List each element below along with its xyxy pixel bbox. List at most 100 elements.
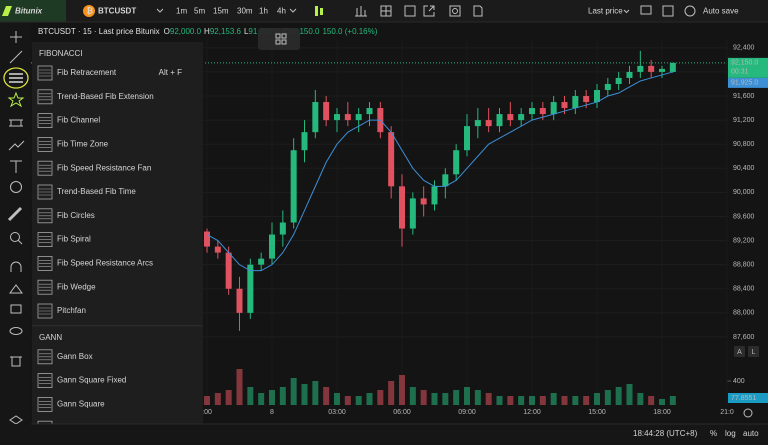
- scale-button-label[interactable]: A: [737, 349, 742, 356]
- menu-item-label[interactable]: Fib Wedge: [57, 282, 96, 291]
- interval[interactable]: 5m: [194, 7, 205, 16]
- volume-bar: [388, 381, 395, 405]
- x-tick-label: 03:00: [328, 409, 346, 416]
- candle-body: [453, 150, 460, 175]
- autosave[interactable]: Auto save: [703, 7, 739, 16]
- cloud-icon[interactable]: [684, 5, 696, 17]
- menu-item-label[interactable]: Gann Box: [57, 352, 93, 361]
- candle-body: [442, 174, 449, 187]
- line-tool[interactable]: [9, 50, 23, 64]
- brand-box: [0, 0, 66, 22]
- indicators-icon[interactable]: [355, 6, 367, 17]
- volume-bar: [334, 393, 340, 405]
- menu-item-icon-lines: [39, 212, 51, 220]
- interval[interactable]: 1m: [176, 7, 187, 16]
- volume-bar: [258, 393, 265, 405]
- pattern-tool[interactable]: [7, 91, 25, 108]
- zoom-tool[interactable]: [10, 232, 20, 242]
- candle-body: [409, 198, 416, 229]
- lock-tool[interactable]: [10, 304, 22, 314]
- y-tick-label: 90,400: [733, 165, 755, 172]
- symbol-dropdown[interactable]: [156, 8, 164, 13]
- delete-tool[interactable]: [10, 356, 22, 367]
- emoji-tool[interactable]: [10, 181, 22, 193]
- crosshair-tool[interactable]: [10, 31, 22, 43]
- scale-button[interactable]: [748, 346, 759, 357]
- volume-bar: [431, 393, 438, 405]
- menu-item-label[interactable]: Fib Retracement: [57, 68, 117, 77]
- menu-item-label[interactable]: Pitchfan: [57, 306, 86, 315]
- candle-body: [214, 246, 221, 253]
- candle-body: [247, 264, 254, 313]
- volume-bar: [442, 393, 449, 405]
- percent-toggle[interactable]: %: [710, 429, 717, 438]
- symbol[interactable]: BTCUSDT: [98, 7, 136, 16]
- menu-item-icon: [37, 89, 53, 105]
- menu-item-label[interactable]: Fib Speed Resistance Fan: [57, 163, 151, 172]
- log-toggle[interactable]: log: [725, 429, 736, 438]
- interval[interactable]: 1h: [259, 7, 268, 16]
- candle-body: [583, 96, 590, 103]
- magnet-tool[interactable]: [10, 261, 22, 272]
- text-tool[interactable]: [10, 160, 22, 173]
- y-tick-label: 91,200: [733, 117, 755, 124]
- scale-button[interactable]: [734, 346, 745, 357]
- menu-item-label[interactable]: Fib Channel: [57, 116, 100, 125]
- save-icon[interactable]: [473, 5, 483, 17]
- x-tick-label: 12:00: [523, 409, 541, 416]
- menu-item-icon-lines: [39, 401, 51, 408]
- fib-tool[interactable]: [9, 73, 23, 83]
- candle-body: [539, 108, 546, 115]
- brush-tool[interactable]: [8, 140, 25, 151]
- settings-icon[interactable]: [404, 5, 416, 17]
- settings-gear[interactable]: [743, 408, 753, 418]
- scale-button-label[interactable]: L: [752, 349, 756, 356]
- menu-item-label[interactable]: Fib Speed Resistance Arcs: [57, 259, 153, 268]
- price-type-dropdown[interactable]: [623, 9, 630, 14]
- list-icon[interactable]: [662, 5, 674, 17]
- interval[interactable]: 15m: [213, 7, 229, 16]
- visibility-tool[interactable]: [9, 327, 23, 335]
- legend-key: H: [204, 27, 210, 36]
- menu-item-label[interactable]: Fib Circles: [57, 211, 95, 220]
- menu-section-title: FIBONACCI: [39, 49, 83, 58]
- footer-bar: [0, 424, 768, 445]
- menu-item-label[interactable]: Fib Spiral: [57, 235, 91, 244]
- menu-item-label[interactable]: Trend-Based Fib Time: [57, 187, 136, 196]
- candle-body: [290, 150, 297, 223]
- chat-icon[interactable]: [640, 5, 652, 15]
- menu-item-icon-lines: [39, 69, 51, 77]
- floating-button[interactable]: [258, 28, 300, 50]
- zoom-handle: [17, 239, 23, 245]
- clock: 18:44:28 (UTC+8): [633, 429, 698, 438]
- volume-bar: [561, 396, 568, 405]
- toolbar-icons: [315, 5, 483, 17]
- moving-average: [206, 71, 673, 272]
- candle-type-icon[interactable]: [315, 6, 318, 16]
- menu-item-shortcut: Alt + F: [159, 68, 182, 77]
- candle-body: [659, 68, 665, 72]
- menu-item-icon: [37, 279, 53, 295]
- menu-item-label[interactable]: Gann Square Fixed: [57, 376, 126, 385]
- interval[interactable]: 4h: [277, 7, 286, 16]
- volume-bar: [344, 396, 351, 405]
- lock-draw-tool[interactable]: [9, 284, 23, 294]
- menu-item-icon: [37, 208, 53, 224]
- candle-body: [669, 62, 676, 72]
- menu-item-label[interactable]: Gann Square: [57, 400, 105, 409]
- menu-item-icon: [37, 65, 53, 81]
- position-tool[interactable]: [9, 119, 23, 127]
- menu-section-title: GANN: [39, 333, 62, 342]
- menu-item-label[interactable]: Trend-Based Fib Extension: [57, 92, 154, 101]
- interval[interactable]: 30m: [237, 7, 253, 16]
- menu-item-label[interactable]: Fib Time Zone: [57, 140, 109, 149]
- ruler-tool[interactable]: [7, 206, 23, 222]
- auto-toggle[interactable]: auto: [743, 429, 759, 438]
- interval-dropdown[interactable]: [289, 8, 297, 13]
- volume-bar: [290, 378, 297, 405]
- snapshot-icon[interactable]: [449, 5, 461, 17]
- layers-tool[interactable]: [9, 415, 23, 425]
- popout-icon[interactable]: [423, 5, 435, 17]
- price-type[interactable]: Last price: [588, 7, 623, 16]
